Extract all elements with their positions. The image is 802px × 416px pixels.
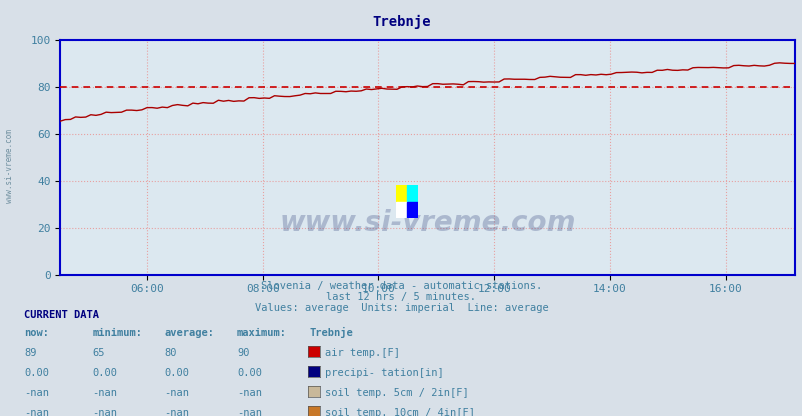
- Text: maximum:: maximum:: [237, 328, 286, 338]
- Text: Trebnje: Trebnje: [309, 327, 352, 338]
- Text: -nan: -nan: [164, 388, 189, 398]
- Text: www.si-vreme.com: www.si-vreme.com: [5, 129, 14, 203]
- Bar: [395, 201, 407, 218]
- Text: precipi- tation[in]: precipi- tation[in]: [325, 368, 444, 378]
- Text: Trebnje: Trebnje: [371, 15, 431, 29]
- Text: CURRENT DATA: CURRENT DATA: [24, 310, 99, 320]
- Text: soil temp. 5cm / 2in[F]: soil temp. 5cm / 2in[F]: [325, 388, 468, 398]
- Text: 90: 90: [237, 348, 249, 358]
- Text: air temp.[F]: air temp.[F]: [325, 348, 399, 358]
- Text: now:: now:: [24, 328, 49, 338]
- Text: -nan: -nan: [24, 408, 49, 416]
- Text: -nan: -nan: [24, 388, 49, 398]
- Text: 0.00: 0.00: [92, 368, 117, 378]
- Text: 80: 80: [164, 348, 177, 358]
- Text: 0.00: 0.00: [237, 368, 261, 378]
- Text: soil temp. 10cm / 4in[F]: soil temp. 10cm / 4in[F]: [325, 408, 475, 416]
- Text: www.si-vreme.com: www.si-vreme.com: [279, 209, 575, 237]
- Text: -nan: -nan: [92, 408, 117, 416]
- Text: 0.00: 0.00: [24, 368, 49, 378]
- Text: minimum:: minimum:: [92, 328, 142, 338]
- Bar: [407, 185, 418, 201]
- Text: 89: 89: [24, 348, 37, 358]
- Text: Slovenia / weather data - automatic stations.: Slovenia / weather data - automatic stat…: [261, 281, 541, 291]
- Text: -nan: -nan: [92, 388, 117, 398]
- Text: Values: average  Units: imperial  Line: average: Values: average Units: imperial Line: av…: [254, 303, 548, 313]
- Text: average:: average:: [164, 328, 214, 338]
- Text: 65: 65: [92, 348, 105, 358]
- Text: 0.00: 0.00: [164, 368, 189, 378]
- Text: last 12 hrs / 5 minutes.: last 12 hrs / 5 minutes.: [326, 292, 476, 302]
- Text: -nan: -nan: [237, 388, 261, 398]
- Text: -nan: -nan: [237, 408, 261, 416]
- Bar: [407, 201, 418, 218]
- Bar: [395, 185, 407, 201]
- Text: -nan: -nan: [164, 408, 189, 416]
